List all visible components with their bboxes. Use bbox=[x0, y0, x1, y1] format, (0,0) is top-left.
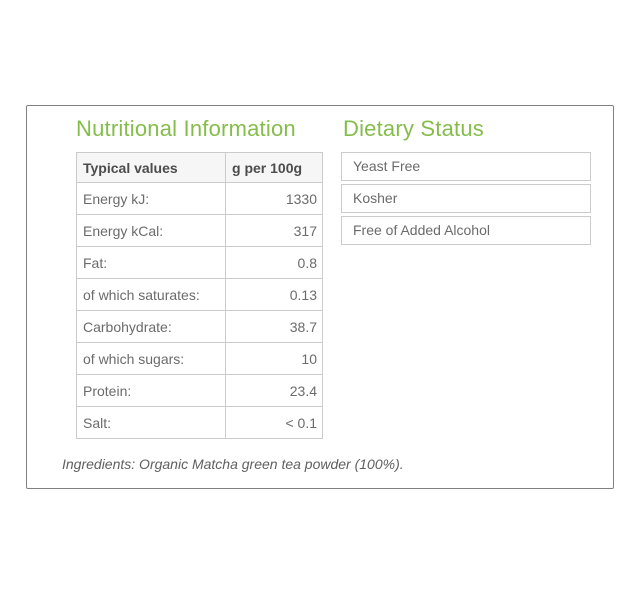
product-info-panel: Nutritional Information Typical values g… bbox=[26, 105, 614, 489]
dietary-section: Dietary Status Yeast Free Kosher Free of… bbox=[341, 117, 591, 248]
table-row: Energy kJ: 1330 bbox=[76, 182, 323, 215]
nutrient-value: 0.13 bbox=[225, 278, 323, 311]
nutrient-label: Energy kCal: bbox=[76, 214, 226, 247]
dietary-item: Kosher bbox=[341, 184, 591, 213]
nutrient-value: 38.7 bbox=[225, 310, 323, 343]
nutrient-value: < 0.1 bbox=[225, 406, 323, 439]
nutrition-table: Typical values g per 100g Energy kJ: 133… bbox=[76, 152, 323, 439]
nutrient-value: 317 bbox=[225, 214, 323, 247]
table-header-row: Typical values g per 100g bbox=[76, 152, 323, 183]
table-header-unit: g per 100g bbox=[225, 152, 323, 183]
nutrient-value: 10 bbox=[225, 342, 323, 375]
table-header-label: Typical values bbox=[76, 152, 226, 183]
nutrient-label: of which saturates: bbox=[76, 278, 226, 311]
nutrient-label: Fat: bbox=[76, 246, 226, 279]
nutrient-label: Carbohydrate: bbox=[76, 310, 226, 343]
nutrient-value: 23.4 bbox=[225, 374, 323, 407]
nutrient-value: 0.8 bbox=[225, 246, 323, 279]
ingredients-text: Ingredients: Organic Matcha green tea po… bbox=[62, 456, 404, 472]
table-row: Carbohydrate: 38.7 bbox=[76, 310, 323, 343]
table-row: of which saturates: 0.13 bbox=[76, 278, 323, 311]
dietary-title: Dietary Status bbox=[343, 116, 484, 141]
table-row: of which sugars: 10 bbox=[76, 342, 323, 375]
nutrient-label: of which sugars: bbox=[76, 342, 226, 375]
dietary-item: Free of Added Alcohol bbox=[341, 216, 591, 245]
dietary-item: Yeast Free bbox=[341, 152, 591, 181]
table-row: Fat: 0.8 bbox=[76, 246, 323, 279]
nutrient-value: 1330 bbox=[225, 182, 323, 215]
nutrient-label: Energy kJ: bbox=[76, 182, 226, 215]
table-row: Protein: 23.4 bbox=[76, 374, 323, 407]
table-row: Salt: < 0.1 bbox=[76, 406, 323, 439]
nutrition-section: Nutritional Information Typical values g… bbox=[76, 116, 323, 439]
nutrient-label: Salt: bbox=[76, 406, 226, 439]
nutrient-label: Protein: bbox=[76, 374, 226, 407]
dietary-list: Yeast Free Kosher Free of Added Alcohol bbox=[341, 152, 591, 245]
table-row: Energy kCal: 317 bbox=[76, 214, 323, 247]
nutrition-title: Nutritional Information bbox=[76, 116, 296, 141]
